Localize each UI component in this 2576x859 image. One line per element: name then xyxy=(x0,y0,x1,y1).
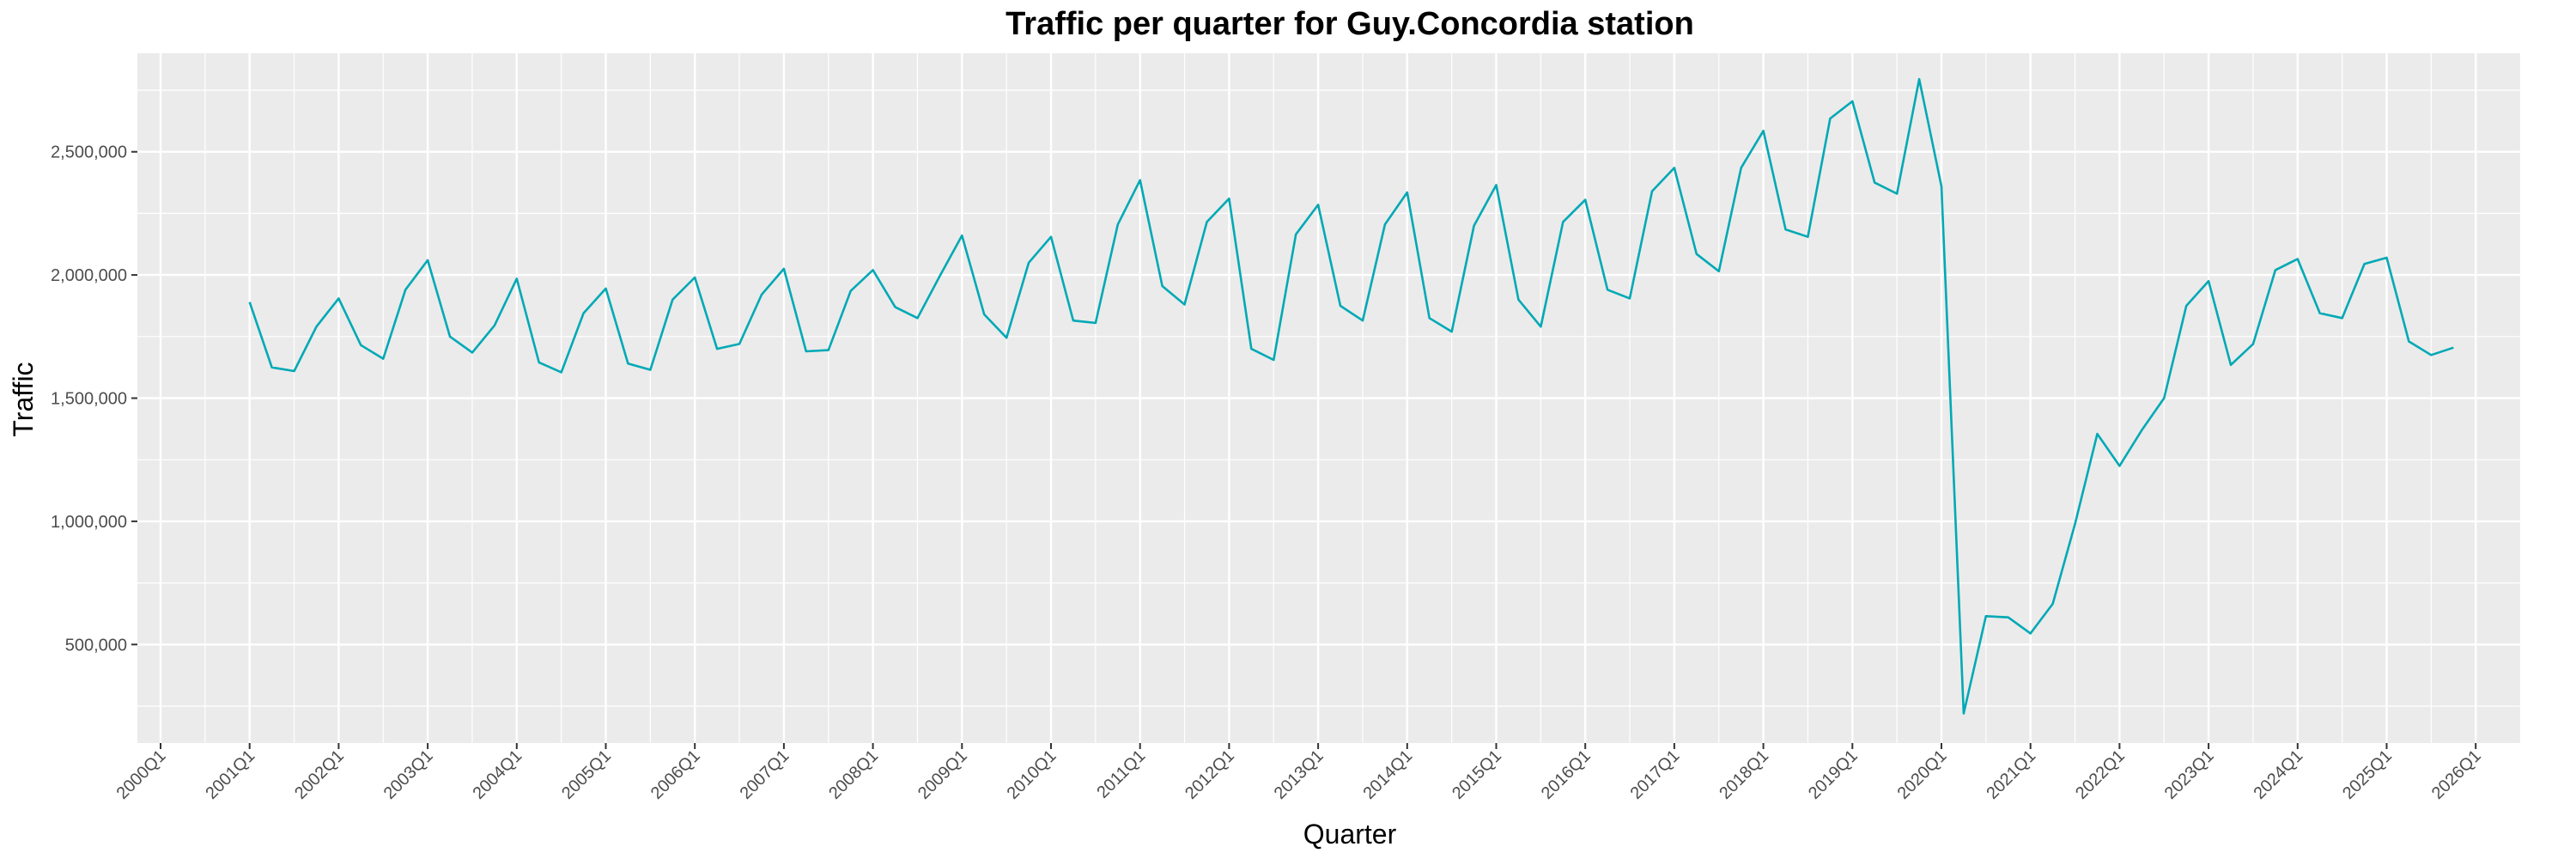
y-tick-label: 500,000 xyxy=(65,636,127,655)
series-line xyxy=(248,77,2454,715)
y-tick-label: 1,500,000 xyxy=(51,390,127,409)
y-tick-label: 2,000,000 xyxy=(51,266,127,285)
y-tick-label: 1,000,000 xyxy=(51,513,127,532)
y-tick-label: 2,500,000 xyxy=(51,143,127,162)
series-layer xyxy=(248,77,2454,715)
y-axis-title: Traffic xyxy=(8,362,39,436)
x-axis-title: Quarter xyxy=(1303,819,1397,850)
chart-title: Traffic per quarter for Guy.Concordia st… xyxy=(1005,6,1694,42)
y-axis: 500,000 1,000,000 1,500,000 2,000,000 2,500,… xyxy=(51,143,137,655)
